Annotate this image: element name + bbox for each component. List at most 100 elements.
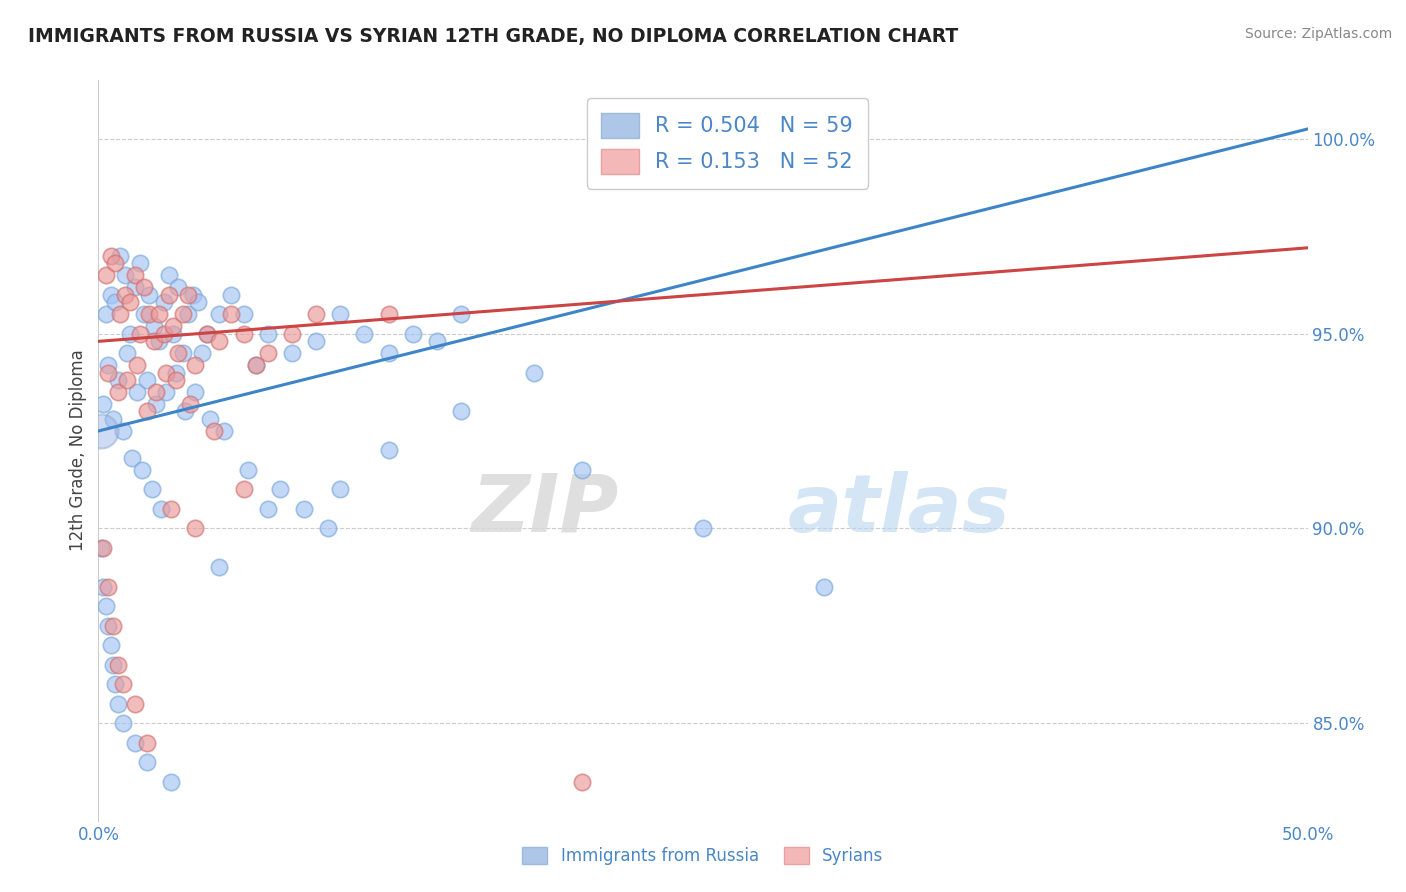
Point	[191, 346, 214, 360]
Point	[167, 280, 190, 294]
Point	[157, 287, 180, 301]
Point	[172, 307, 194, 321]
Point	[377, 346, 399, 360]
Point	[316, 521, 339, 535]
Point	[100, 287, 122, 301]
Point	[155, 366, 177, 380]
Point	[134, 307, 156, 321]
Point	[91, 397, 114, 411]
Point	[114, 287, 136, 301]
Point	[177, 287, 200, 301]
Point	[187, 295, 209, 310]
Point	[100, 638, 122, 652]
Point	[101, 412, 124, 426]
Point	[195, 326, 218, 341]
Point	[256, 346, 278, 360]
Point	[426, 334, 449, 349]
Point	[232, 483, 254, 497]
Point	[91, 541, 114, 555]
Point	[450, 404, 472, 418]
Point	[177, 307, 200, 321]
Point	[523, 366, 546, 380]
Point	[100, 249, 122, 263]
Point	[135, 404, 157, 418]
Point	[232, 326, 254, 341]
Point	[571, 463, 593, 477]
Point	[131, 463, 153, 477]
Point	[108, 307, 131, 321]
Point	[135, 373, 157, 387]
Point	[124, 280, 146, 294]
Point	[174, 404, 197, 418]
Point	[104, 256, 127, 270]
Point	[329, 483, 352, 497]
Point	[124, 697, 146, 711]
Point	[101, 657, 124, 672]
Point	[157, 268, 180, 282]
Point	[305, 307, 328, 321]
Point	[141, 483, 163, 497]
Point	[692, 521, 714, 535]
Point	[160, 502, 183, 516]
Legend: Immigrants from Russia, Syrians: Immigrants from Russia, Syrians	[516, 840, 890, 871]
Point	[172, 346, 194, 360]
Point	[107, 373, 129, 387]
Text: Source: ZipAtlas.com: Source: ZipAtlas.com	[1244, 27, 1392, 41]
Point	[127, 358, 149, 372]
Point	[179, 397, 201, 411]
Point	[97, 580, 120, 594]
Point	[238, 463, 260, 477]
Point	[138, 287, 160, 301]
Point	[94, 307, 117, 321]
Point	[402, 326, 425, 341]
Point	[152, 326, 174, 341]
Point	[221, 287, 243, 301]
Point	[305, 334, 328, 349]
Point	[184, 384, 207, 399]
Point	[90, 424, 112, 438]
Point	[165, 373, 187, 387]
Point	[138, 307, 160, 321]
Point	[571, 774, 593, 789]
Text: IMMIGRANTS FROM RUSSIA VS SYRIAN 12TH GRADE, NO DIPLOMA CORRELATION CHART: IMMIGRANTS FROM RUSSIA VS SYRIAN 12TH GR…	[28, 27, 959, 45]
Point	[107, 697, 129, 711]
Point	[181, 287, 204, 301]
Point	[127, 384, 149, 399]
Point	[121, 451, 143, 466]
Point	[108, 249, 131, 263]
Point	[117, 373, 139, 387]
Point	[269, 483, 291, 497]
Point	[111, 424, 134, 438]
Point	[292, 502, 315, 516]
Point	[101, 619, 124, 633]
Point	[94, 599, 117, 614]
Point	[111, 716, 134, 731]
Point	[114, 268, 136, 282]
Text: atlas: atlas	[787, 471, 1011, 549]
Point	[167, 346, 190, 360]
Point	[353, 326, 375, 341]
Point	[204, 424, 226, 438]
Point	[91, 580, 114, 594]
Point	[329, 307, 352, 321]
Point	[94, 268, 117, 282]
Point	[450, 307, 472, 321]
Point	[107, 384, 129, 399]
Point	[97, 366, 120, 380]
Point	[208, 307, 231, 321]
Point	[245, 358, 267, 372]
Point	[104, 677, 127, 691]
Point	[118, 326, 141, 341]
Point	[256, 502, 278, 516]
Point	[195, 326, 218, 341]
Point	[148, 334, 170, 349]
Point	[232, 307, 254, 321]
Point	[104, 295, 127, 310]
Point	[212, 424, 235, 438]
Point	[184, 358, 207, 372]
Point	[150, 502, 173, 516]
Point	[143, 334, 166, 349]
Point	[281, 326, 304, 341]
Point	[198, 412, 221, 426]
Point	[245, 358, 267, 372]
